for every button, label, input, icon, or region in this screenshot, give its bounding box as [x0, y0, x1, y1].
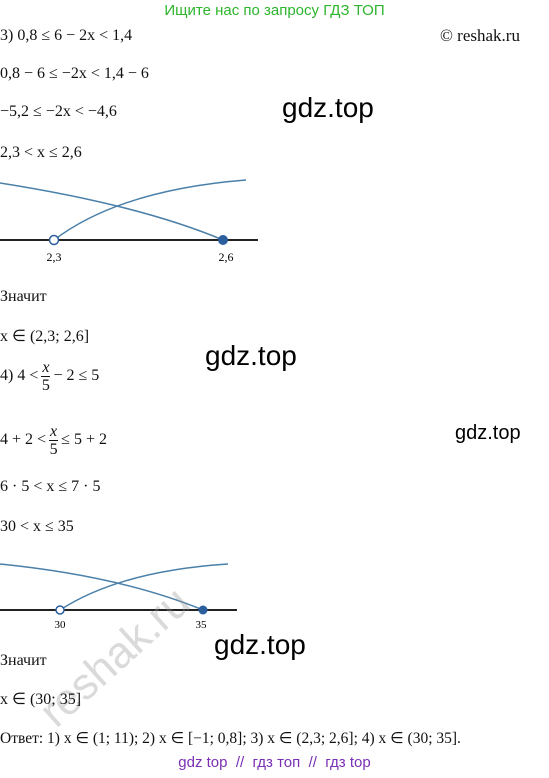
axis-label: 35 — [196, 619, 208, 631]
number-line: 2,3 2,6 — [0, 179, 258, 264]
math-line: 0,8 − 6 ≤ −2x < 1,4 − 6 — [0, 65, 149, 82]
arc — [53, 179, 247, 241]
denominator: 5 — [41, 376, 50, 394]
arc — [0, 182, 224, 241]
filled-point — [218, 235, 228, 245]
text: 4 + 2 < — [0, 431, 47, 448]
math-line: x ∈ (2,3; 2,6] — [0, 328, 90, 345]
axis-label: 2,3 — [47, 250, 62, 264]
math-line: 3) 0,8 ≤ 6 − 2x < 1,4 — [0, 27, 133, 44]
numerator: x — [41, 358, 51, 377]
arc — [59, 563, 229, 611]
copyright: © reshak.ru — [440, 26, 520, 45]
filled-point — [198, 605, 208, 615]
number-line: 30 35 — [0, 563, 237, 631]
text: ≤ 5 + 2 — [61, 431, 107, 448]
text: Значит — [0, 652, 47, 669]
axis-label: 2,6 — [219, 250, 234, 264]
denominator: 5 — [49, 440, 58, 458]
math-line: 4) 4 < x 5− 2 ≤ 5 — [0, 358, 99, 394]
watermark: gdz.top — [455, 422, 521, 444]
watermark: gdz.top — [205, 340, 297, 371]
math-line: 4 + 2 < x 5 ≤ 5 + 2 — [0, 422, 107, 458]
open-point — [55, 605, 65, 615]
numerator: x — [49, 422, 59, 441]
math-line: −5,2 ≤ −2x < −4,6 — [0, 103, 117, 120]
watermark: gdz.top — [282, 92, 374, 123]
watermark: gdz.top — [214, 629, 306, 660]
arc — [0, 563, 204, 611]
text: − 2 ≤ 5 — [53, 367, 100, 384]
math-line: 6 · 5 < x ≤ 7 · 5 — [0, 478, 101, 495]
math-line: x ∈ (30; 35] — [0, 691, 82, 708]
math-line: 2,3 < x ≤ 2,6 — [0, 144, 82, 161]
text: 4) 4 < — [0, 367, 39, 384]
final-answer: Ответ: 1) x ∈ (1; 11); 2) x ∈ [−1; 0,8];… — [0, 730, 461, 747]
text: Значит — [0, 288, 47, 305]
open-point — [48, 234, 60, 246]
axis-label: 30 — [55, 619, 67, 631]
banner: Ищите нас по запросу ГДЗ ТОП — [164, 2, 385, 19]
math-line: 30 < x ≤ 35 — [0, 518, 74, 535]
footer: gdz top // гдз топ // гдз top — [178, 754, 371, 771]
